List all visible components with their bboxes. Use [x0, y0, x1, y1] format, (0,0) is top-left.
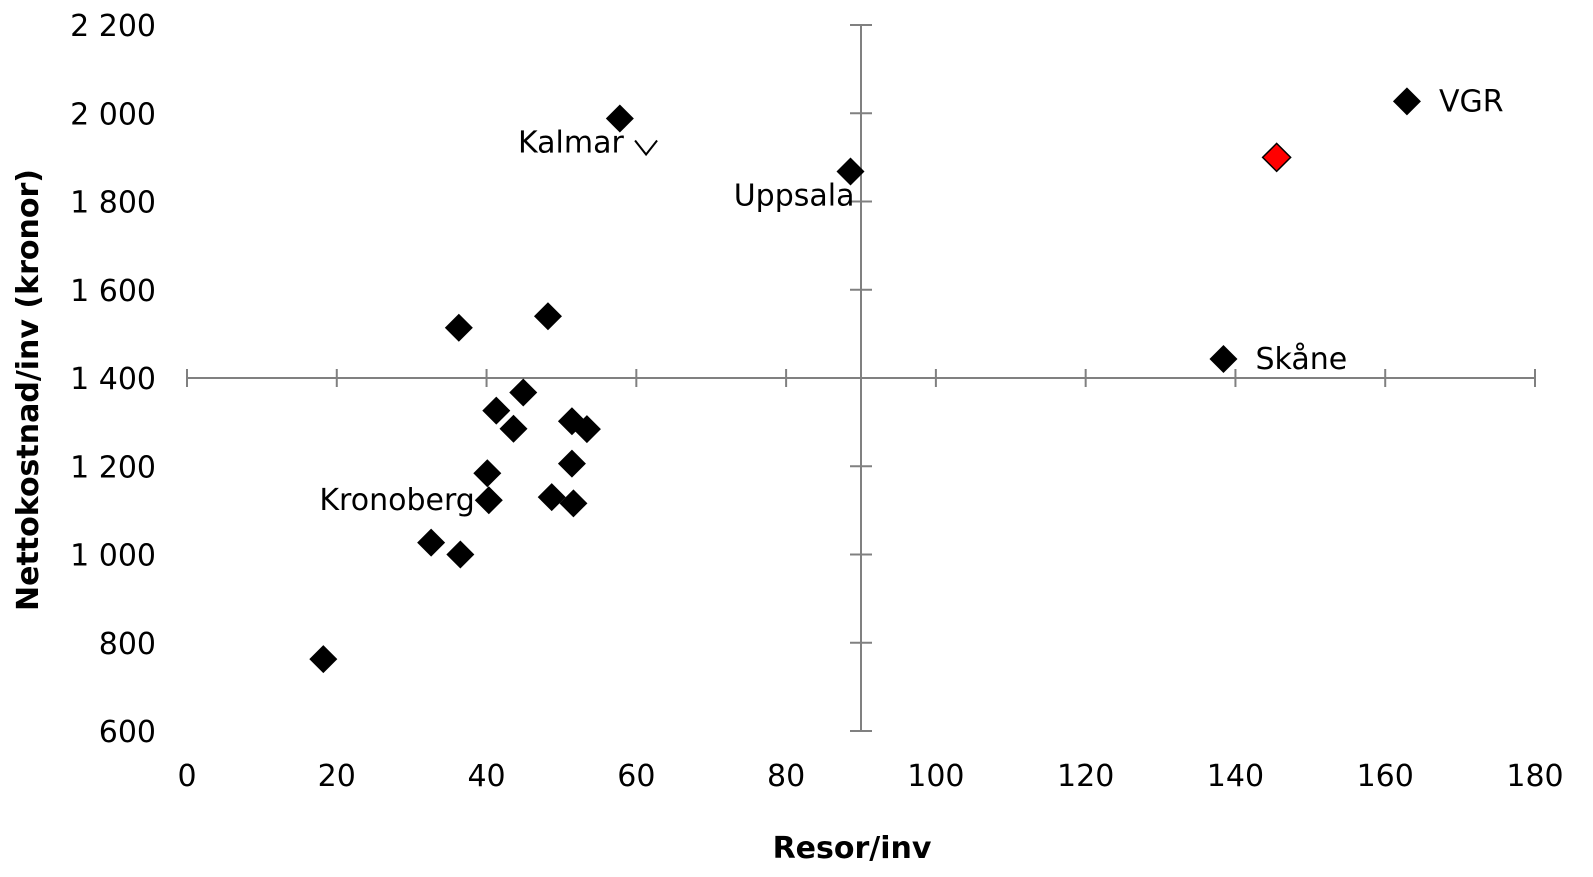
data-point — [533, 302, 562, 331]
x-tick-label: 100 — [907, 759, 964, 794]
y-tick-label: 1 200 — [70, 450, 156, 485]
data-point — [1209, 345, 1238, 374]
data-point-hollow — [634, 139, 658, 157]
data-point — [605, 104, 634, 133]
data-point — [509, 378, 538, 407]
data-point — [444, 313, 473, 342]
data-point — [499, 414, 528, 443]
x-tick-label: 60 — [617, 759, 655, 794]
data-points — [309, 87, 1421, 674]
y-tick-label: 800 — [99, 627, 156, 662]
x-tick-label: 0 — [177, 759, 196, 794]
data-point — [537, 483, 566, 512]
x-axis-title: Resor/inv — [773, 831, 932, 866]
x-tick-label: 80 — [767, 759, 805, 794]
x-tick-label: 160 — [1357, 759, 1414, 794]
data-point — [1392, 87, 1421, 116]
y-tick-label: 600 — [99, 715, 156, 750]
data-point-highlight — [1261, 142, 1292, 173]
point-label: Uppsala — [734, 178, 855, 213]
x-tick-label: 20 — [318, 759, 356, 794]
data-point — [309, 645, 338, 674]
point-labels: Kalmar Uppsala VGR Skåne Kronoberg — [319, 84, 1503, 518]
data-point — [474, 486, 503, 515]
data-point — [572, 415, 601, 444]
data-point — [473, 459, 502, 488]
x-tick-label: 180 — [1506, 759, 1563, 794]
data-point — [446, 540, 475, 569]
y-tick-label: 1 800 — [70, 186, 156, 221]
data-point — [836, 157, 865, 186]
data-point — [557, 449, 586, 478]
y-axis-title: Nettokostnad/inv (kronor) — [11, 169, 46, 611]
tick-labels: 0 20 40 60 80 100 120 140 160 180 600 800 1 000 1 200… — [70, 9, 1564, 794]
data-point — [559, 489, 588, 518]
point-label: Skåne — [1255, 342, 1347, 377]
y-tick-label: 1 400 — [70, 362, 156, 397]
point-label: Kronoberg — [319, 483, 474, 518]
x-tick-label: 40 — [467, 759, 505, 794]
y-tick-label: 2 000 — [70, 97, 156, 132]
y-tick-label: 1 600 — [70, 274, 156, 309]
axes — [186, 24, 1536, 732]
point-label: Kalmar — [518, 126, 624, 161]
y-tick-label: 1 000 — [70, 539, 156, 574]
data-point — [482, 396, 511, 425]
y-tick-label: 2 200 — [70, 9, 156, 44]
x-tick-label: 140 — [1207, 759, 1264, 794]
x-tick-label: 120 — [1057, 759, 1114, 794]
data-point — [417, 528, 446, 557]
point-label: VGR — [1439, 84, 1504, 119]
